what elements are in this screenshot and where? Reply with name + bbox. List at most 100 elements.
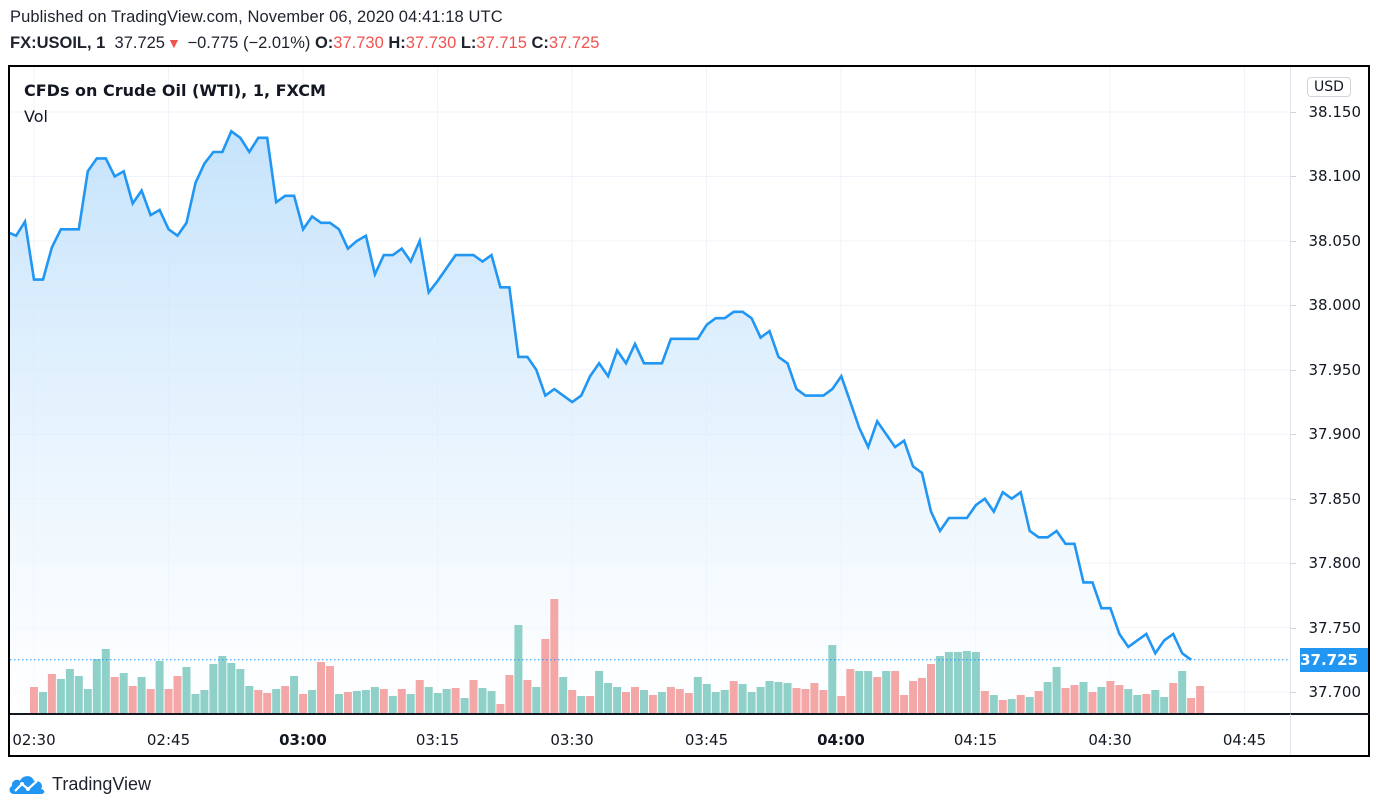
price-tick-label: 37.950 [1308,360,1362,379]
price-chart-plot[interactable] [10,67,1290,713]
volume-bar [496,704,505,713]
price-tick-label: 38.150 [1308,103,1362,121]
volume-bar [900,695,909,713]
price-axis[interactable]: 38.150 38.100 38.050 38.000 37.950 37.900 37.8… [1290,67,1371,715]
volume-bar [774,682,783,713]
volume-bar [1070,685,1079,713]
price-tick [1291,692,1296,693]
volume-bar [1007,699,1016,713]
volume-bar [711,692,720,713]
time-tick-label: 02:45 [146,731,191,749]
volume-bar [56,679,65,713]
volume-indicator-label[interactable]: Vol [24,107,48,126]
price-area-fill [10,131,1192,713]
price-tick-label: 37.850 [1308,489,1362,508]
volume-bar [442,689,451,713]
low-label: L: [460,34,477,52]
volume-bar [146,689,155,713]
volume-bar [1034,691,1043,713]
volume-bar [236,669,245,713]
volume-bar [182,667,191,713]
currency-button[interactable]: USD [1307,77,1351,97]
time-axis[interactable]: 02:30 02:45 03:00 03:15 03:30 03:45 04:00 04:15… [10,713,1290,757]
volume-bar [137,677,146,713]
volume-bar [756,687,765,713]
price-tick [1291,240,1296,242]
volume-bar [541,639,550,713]
high-value: 37.730 [405,34,457,52]
volume-bar [155,661,164,713]
price-tick-label: 38.100 [1308,167,1362,186]
volume-bar [1187,698,1196,713]
last-price: 37.725 [114,34,165,52]
price-tick [1291,305,1296,307]
volume-bar [577,696,586,713]
chart-frame[interactable]: CFDs on Crude Oil (WTI), 1, FXCM Vol 38.… [8,65,1370,757]
volume-bar [1196,686,1205,713]
volume-bar [272,689,281,713]
volume-bar [622,692,630,713]
volume-bar [810,683,819,713]
volume-bar [101,649,110,713]
tradingview-logo[interactable]: TradingView [8,772,151,796]
volume-bar [684,693,693,713]
volume-bar [343,692,352,713]
volume-bar [783,683,792,713]
volume-bar [191,694,200,713]
volume-bar [1097,687,1106,713]
volume-bar [675,689,684,713]
price-tick [1291,498,1296,500]
volume-bar [119,673,128,713]
time-tick-label: 03:00 [279,731,327,749]
price-tick [1291,369,1296,371]
volume-bar [971,652,980,713]
volume-bar [1061,688,1070,713]
volume-bar [361,690,370,713]
volume-bar [550,599,559,713]
volume-bar [953,652,962,713]
volume-bar [882,671,891,713]
price-tick-label: 37.700 [1308,683,1362,701]
price-tick [1291,434,1296,436]
price-tick [1291,563,1296,565]
volume-bar [801,689,810,713]
volume-bar [702,684,711,713]
volume-bar [281,686,290,713]
volume-bar [379,689,388,713]
price-tick [1291,112,1296,113]
volume-bar [648,695,657,713]
volume-bar [92,659,101,713]
open-label: O: [314,34,334,52]
volume-bar [128,686,137,713]
volume-bar [891,671,900,713]
volume-bar [415,680,424,713]
volume-bar [873,677,882,713]
time-tick-label: 04:45 [1222,731,1267,749]
volume-bar [39,692,47,713]
volume-bar [47,674,56,713]
symbol-label: FX:USOIL, 1 [10,34,106,52]
volume-bar [406,694,415,713]
low-value: 37.715 [476,34,527,52]
volume-bar [478,688,487,713]
volume-bar [1169,683,1178,713]
volume-bar [989,695,998,713]
volume-bar [352,691,361,713]
time-tick-label: 03:30 [550,731,594,749]
volume-bar [666,687,675,713]
price-tick-label: 38.050 [1308,231,1362,250]
volume-bar [631,687,639,713]
time-tick-label: 04:15 [953,731,998,749]
triangle-down-icon: ▼ [166,35,181,51]
volume-bar [962,651,971,713]
volume-bar [846,669,855,713]
volume-bar [1079,682,1088,713]
volume-bar [110,677,119,713]
volume-bar [1106,681,1115,713]
volume-bar [765,681,774,713]
volume-bar [604,683,613,713]
price-tick-label: 38.000 [1308,296,1362,315]
volume-bar [1151,690,1160,713]
volume-bar [460,698,469,713]
volume-bar [864,671,873,713]
